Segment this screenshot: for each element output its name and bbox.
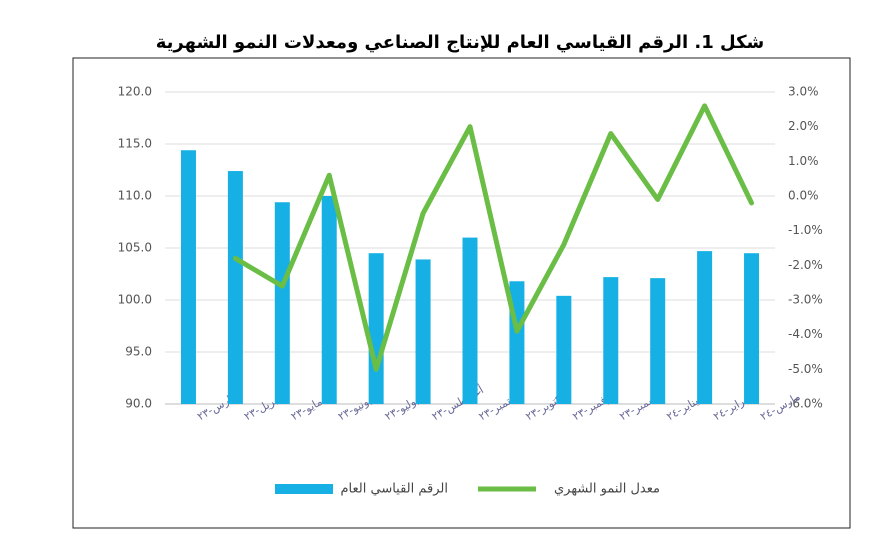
bar bbox=[603, 277, 619, 404]
legend-swatch bbox=[275, 484, 333, 494]
y-tick-label: 115.0 bbox=[118, 137, 152, 151]
y-tick-label: 95.0 bbox=[125, 345, 152, 359]
y-tick-label: 120.0 bbox=[118, 85, 152, 99]
line bbox=[232, 103, 755, 372]
y2-tick-label: -4.0% bbox=[788, 327, 823, 341]
y-tick-label: 100.0 bbox=[118, 293, 152, 307]
bar bbox=[744, 253, 760, 404]
y2-tick-label: -5.0% bbox=[788, 362, 823, 376]
x-tick-label: يناير-٢٤ bbox=[664, 395, 701, 424]
x-tick-label: يوليو-٢٣ bbox=[383, 393, 421, 423]
y-tick-label: 90.0 bbox=[125, 397, 152, 411]
legend-label: الرقم القياسي العام bbox=[341, 482, 449, 497]
bar bbox=[180, 150, 196, 404]
y2-tick-label: -3.0% bbox=[788, 293, 823, 307]
bar bbox=[415, 259, 431, 404]
bar bbox=[321, 196, 337, 404]
bar bbox=[650, 278, 666, 404]
bar bbox=[274, 202, 290, 404]
bar bbox=[227, 171, 243, 404]
y-tick-label: 110.0 bbox=[118, 189, 152, 203]
chart-title: شكل 1. الرقم القياسي العام للإنتاج الصنا… bbox=[156, 32, 765, 53]
bar bbox=[368, 253, 384, 404]
x-tick-label: مايو-٢٣ bbox=[289, 395, 325, 423]
bar bbox=[697, 251, 713, 404]
y-tick-label: 105.0 bbox=[118, 241, 152, 255]
chart-frame bbox=[72, 57, 851, 529]
x-tick-label: يونيو-٢٣ bbox=[336, 394, 374, 424]
bar bbox=[556, 295, 572, 404]
y2-tick-label: -2.0% bbox=[788, 258, 823, 272]
y2-tick-label: -1.0% bbox=[788, 223, 823, 237]
bar bbox=[462, 237, 478, 404]
y2-tick-label: 0.0% bbox=[788, 189, 819, 203]
y2-tick-label: 2.0% bbox=[788, 119, 819, 133]
y2-tick-label: 1.0% bbox=[788, 154, 819, 168]
y2-tick-label: -6.0% bbox=[788, 397, 823, 411]
y2-tick-label: 3.0% bbox=[788, 85, 819, 99]
legend-label: معدل النمو الشهري bbox=[554, 482, 660, 497]
